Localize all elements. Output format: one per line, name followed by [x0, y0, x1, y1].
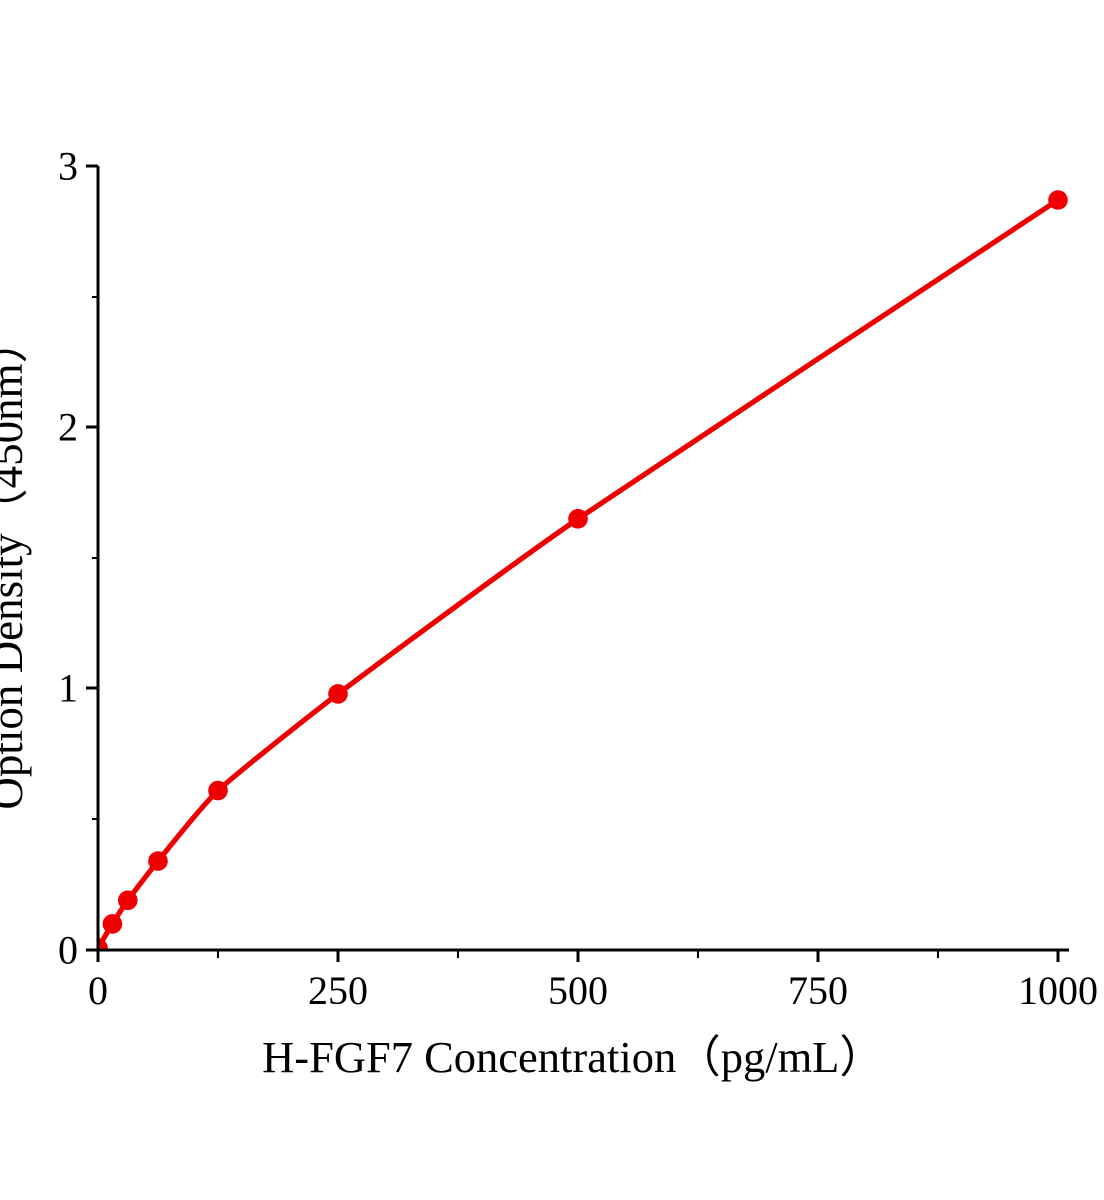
- svg-text:Option Density（450nm）: Option Density（450nm）: [0, 318, 32, 809]
- svg-text:H-FGF7 Concentration（pg/mL）: H-FGF7 Concentration（pg/mL）: [262, 1032, 884, 1082]
- svg-text:1000: 1000: [1018, 968, 1098, 1013]
- svg-text:3: 3: [58, 144, 78, 189]
- svg-text:750: 750: [788, 968, 848, 1013]
- svg-text:500: 500: [548, 968, 608, 1013]
- svg-text:0: 0: [88, 968, 108, 1013]
- svg-text:2: 2: [58, 405, 78, 450]
- svg-text:250: 250: [308, 968, 368, 1013]
- svg-text:1: 1: [58, 666, 78, 711]
- svg-text:0: 0: [58, 928, 78, 973]
